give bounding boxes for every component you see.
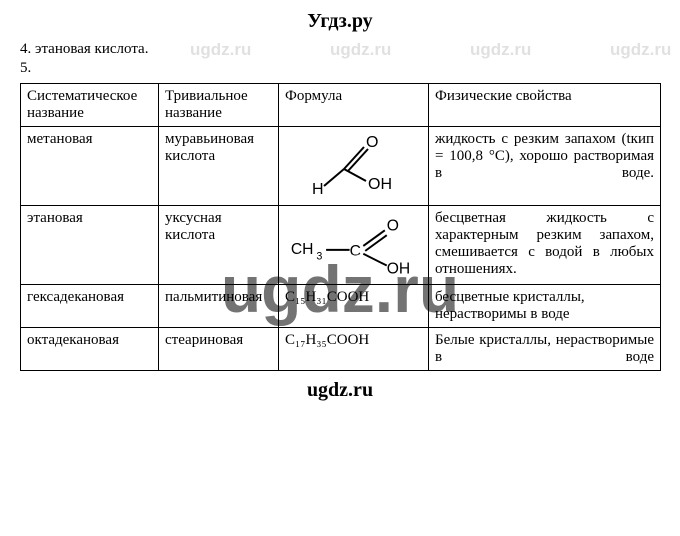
cell-triv: уксусная кислота	[159, 206, 279, 285]
th-sys: Систематическое название	[21, 84, 159, 127]
list-block: 4. этановая кислота. 5.	[0, 41, 680, 83]
th-formula: Формула	[279, 84, 429, 127]
svg-text:O: O	[387, 217, 399, 234]
cell-formula: CH 3 C O OH	[279, 206, 429, 285]
cell-sys: гексадекановая	[21, 285, 159, 328]
cell-formula: C₁₅H₃₁COOH	[279, 285, 429, 328]
list-line-5: 5.	[20, 60, 660, 77]
th-props: Физические свойства	[429, 84, 661, 127]
cell-triv: пальмитиновая	[159, 285, 279, 328]
acids-table: Систематическое название Тривиальное наз…	[20, 83, 661, 371]
svg-text:3: 3	[316, 251, 322, 263]
page-footer: ugdz.ru	[0, 371, 680, 410]
cell-sys: октадекановая	[21, 328, 159, 371]
svg-text:OH: OH	[368, 176, 392, 193]
cell-props: бесцветная жидкость с характерным резким…	[429, 206, 661, 285]
table-row: этановая уксусная кислота CH 3 C O OH бе…	[21, 206, 661, 285]
svg-text:H: H	[312, 181, 324, 198]
page-header: Угдз.ру	[0, 0, 680, 39]
cell-triv: стеариновая	[159, 328, 279, 371]
cell-props: бесцветные кристаллы, нерастворимы в вод…	[429, 285, 661, 328]
cell-sys: метановая	[21, 127, 159, 206]
svg-text:C: C	[350, 243, 361, 260]
svg-text:OH: OH	[387, 260, 410, 277]
table-row: октадекановая стеариновая C₁₇H₃₅COOH Бел…	[21, 328, 661, 371]
cell-formula: H O OH	[279, 127, 429, 206]
table-row: метановая муравьиновая кислота H O OH жи…	[21, 127, 661, 206]
methanoic-formula-icon: H O OH	[285, 131, 422, 201]
th-triv: Тривиальное название	[159, 84, 279, 127]
list-line-4: 4. этановая кислота.	[20, 41, 660, 58]
cell-props: Белые кристаллы, нерастворимые в воде	[429, 328, 661, 371]
cell-triv: муравьиновая кислота	[159, 127, 279, 206]
cell-sys: этановая	[21, 206, 159, 285]
svg-text:CH: CH	[291, 241, 314, 258]
table-row: гексадекановая пальмитиновая C₁₅H₃₁COOH …	[21, 285, 661, 328]
cell-formula: C₁₇H₃₅COOH	[279, 328, 429, 371]
svg-text:O: O	[366, 134, 378, 151]
cell-props: жидкость с резким запахом (tкип = 100,8 …	[429, 127, 661, 206]
ethanoic-formula-icon: CH 3 C O OH	[285, 210, 422, 280]
table-header-row: Систематическое название Тривиальное наз…	[21, 84, 661, 127]
